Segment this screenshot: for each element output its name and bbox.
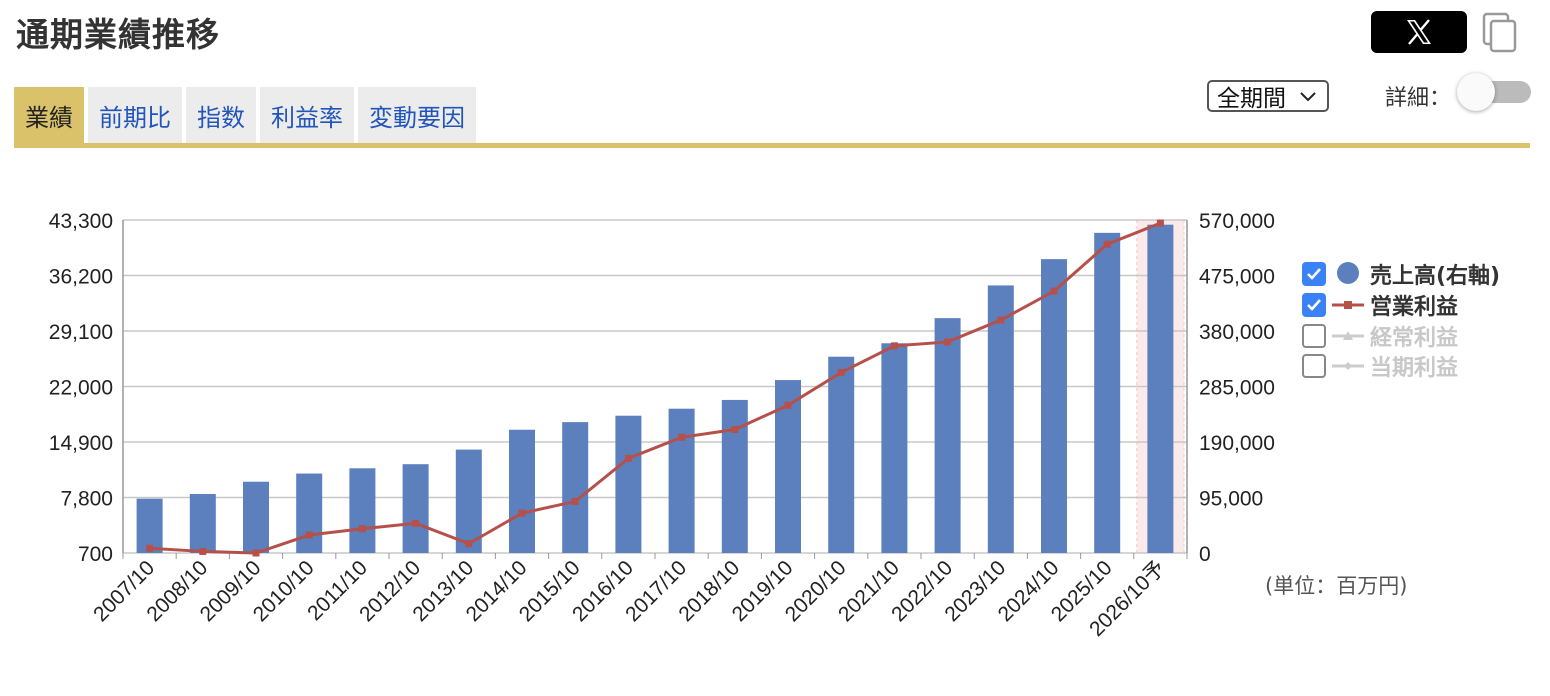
sales-bar	[987, 285, 1014, 553]
sales-bar	[243, 481, 269, 553]
legend-label-operating-profit: 営業利益	[1370, 295, 1459, 320]
tab-bar: 業績 前期比 指数 利益率 変動要因	[14, 87, 476, 143]
legend-item-operating-profit[interactable]: 営業利益	[1302, 289, 1458, 321]
operating-profit-point	[252, 549, 260, 557]
sales-bar	[615, 415, 642, 553]
operating-profit-point	[997, 316, 1005, 324]
operating-profit-point	[784, 401, 792, 409]
detail-label: 詳細：	[1385, 86, 1452, 111]
operating-profit-point	[146, 544, 154, 552]
legend-marker-line-square-icon	[1330, 293, 1366, 317]
operating-profit-point	[465, 540, 473, 548]
operating-profit-point	[678, 433, 686, 441]
period-select-value: 全期間	[1217, 86, 1286, 112]
legend-checkbox-sales[interactable]	[1302, 262, 1326, 286]
sales-bar	[296, 473, 323, 553]
legend-item-ordinary-profit[interactable]: 経常利益	[1302, 320, 1458, 352]
legend-checkbox-net-profit[interactable]	[1302, 354, 1326, 378]
operating-profit-point	[837, 368, 845, 376]
page-title: 通期業績推移	[16, 15, 220, 54]
legend-label-ordinary-profit: 経常利益	[1370, 326, 1459, 351]
left-axis-tick-label: 43,300	[49, 210, 113, 233]
legend-item-net-profit[interactable]: 当期利益	[1302, 350, 1458, 382]
sales-bar	[1094, 232, 1121, 553]
operating-profit-point	[890, 342, 898, 350]
sales-bar	[562, 422, 589, 553]
left-axis-tick-label: 22,000	[49, 377, 113, 400]
toggle-knob	[1457, 73, 1495, 111]
left-axis-tick-label: 14,900	[49, 432, 113, 455]
left-axis-tick-label: 7,800	[60, 488, 113, 511]
tab-index[interactable]: 指数	[186, 87, 256, 143]
right-axis-tick-label: 190,000	[1199, 432, 1275, 455]
right-axis-tick-label: 380,000	[1199, 321, 1275, 344]
operating-profit-point	[1156, 219, 1164, 227]
checkmark-icon	[1307, 268, 1321, 280]
detail-toggle[interactable]	[1457, 73, 1531, 111]
left-axis-tick-label: 36,200	[49, 266, 113, 289]
x-logo-icon	[1407, 19, 1431, 45]
tab-factors[interactable]: 変動要因	[358, 87, 476, 143]
legend-checkbox-operating-profit[interactable]	[1302, 293, 1326, 317]
operating-profit-point	[199, 547, 207, 555]
sales-bar	[189, 493, 216, 553]
operating-profit-point	[305, 531, 313, 539]
tab-results[interactable]: 業績	[14, 87, 84, 143]
legend-label-sales: 売上高(右軸)	[1370, 264, 1501, 289]
operating-profit-point	[624, 454, 632, 462]
sales-bar	[668, 408, 695, 553]
operating-profit-point	[358, 525, 366, 533]
legend-label-net-profit: 当期利益	[1370, 356, 1459, 381]
copy-button[interactable]	[1480, 12, 1520, 54]
operating-profit-point	[1050, 287, 1058, 295]
legend-checkbox-ordinary-profit[interactable]	[1302, 324, 1326, 348]
period-select[interactable]: 全期間	[1207, 80, 1329, 112]
right-axis-tick-label: 0	[1199, 543, 1211, 566]
legend-marker-line-triangle-icon	[1330, 324, 1366, 348]
operating-profit-point	[571, 497, 579, 505]
sales-bar	[1041, 259, 1067, 553]
sales-bar	[881, 343, 908, 553]
sales-bar	[136, 498, 163, 553]
operating-profit-point	[1103, 240, 1111, 248]
tab-margin[interactable]: 利益率	[260, 87, 354, 143]
right-axis-tick-label: 95,000	[1199, 488, 1263, 511]
checkmark-icon	[1307, 299, 1321, 311]
legend-item-sales[interactable]: 売上高(右軸)	[1302, 258, 1500, 290]
left-axis-tick-label: 700	[78, 543, 113, 566]
sales-bar	[828, 356, 855, 553]
x-share-button[interactable]	[1371, 11, 1467, 53]
operating-profit-point	[518, 509, 526, 517]
right-axis-tick-label: 285,000	[1199, 377, 1275, 400]
left-axis-tick-label: 29,100	[49, 321, 113, 344]
right-axis-tick-label: 475,000	[1199, 266, 1275, 289]
operating-profit-point	[731, 425, 739, 433]
sales-bar	[1147, 224, 1174, 553]
tab-underline	[14, 143, 1530, 148]
sales-bar	[721, 399, 748, 553]
operating-profit-point	[412, 519, 420, 527]
legend-marker-line-diamond-icon	[1330, 354, 1366, 378]
operating-profit-point	[944, 338, 952, 346]
chevron-down-icon	[1300, 92, 1316, 102]
sales-bar	[509, 429, 535, 553]
right-axis-tick-label: 570,000	[1199, 210, 1275, 233]
tab-yoy[interactable]: 前期比	[88, 87, 182, 143]
legend-marker-circle-icon	[1330, 262, 1366, 286]
sales-bar	[349, 468, 376, 553]
sales-bar	[934, 318, 961, 553]
sales-bar	[455, 449, 482, 553]
sales-bar	[402, 464, 429, 553]
copy-icon	[1482, 12, 1517, 53]
operating-profit-line	[149, 221, 1161, 555]
unit-note: (単位：百万円)	[1265, 574, 1408, 598]
